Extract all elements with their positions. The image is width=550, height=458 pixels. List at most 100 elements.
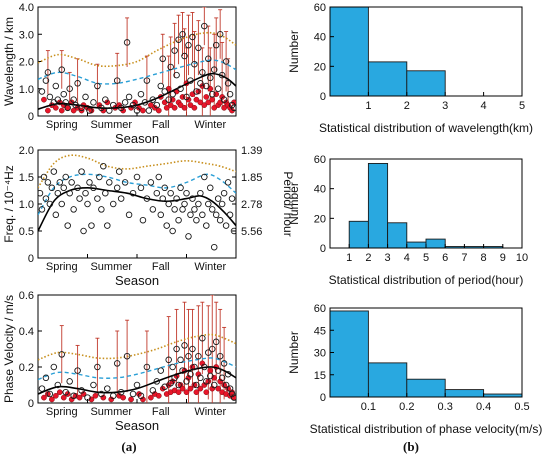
data-point — [74, 184, 81, 192]
data-point — [189, 33, 196, 41]
red-data-point — [155, 392, 162, 399]
data-point — [70, 206, 77, 213]
data-point — [183, 378, 190, 385]
data-point — [161, 383, 168, 391]
red-data-point — [52, 392, 59, 399]
data-point — [153, 378, 161, 385]
data-point — [167, 189, 174, 197]
data-point — [109, 200, 117, 208]
data-point — [125, 93, 133, 101]
red-data-point — [45, 107, 51, 114]
data-point — [177, 184, 184, 192]
data-point — [149, 206, 157, 213]
data-point — [66, 85, 73, 92]
data-point — [137, 392, 145, 400]
data-point — [169, 363, 176, 371]
data-point — [177, 85, 184, 92]
data-point — [66, 378, 73, 385]
data-point — [208, 90, 216, 98]
data-point — [46, 93, 54, 101]
data-point — [70, 96, 77, 103]
red-data-point — [58, 107, 65, 114]
data-point — [205, 349, 212, 356]
data-point — [149, 387, 157, 394]
data-point — [212, 41, 220, 49]
data-point — [66, 189, 73, 197]
red-data-point — [209, 96, 216, 103]
dashed-curve — [38, 59, 236, 85]
data-point — [74, 80, 81, 87]
data-point — [153, 101, 161, 109]
data-point — [106, 107, 113, 114]
data-point — [222, 222, 230, 229]
data-point — [147, 179, 155, 186]
data-point — [175, 216, 182, 224]
data-point — [187, 211, 194, 219]
data-point — [70, 392, 77, 400]
x-tick-label: 0.5 — [514, 401, 529, 413]
data-point — [139, 216, 147, 224]
x-tick-label: 2 — [404, 100, 410, 112]
data-point — [165, 356, 172, 364]
y-axis-label: Number — [287, 30, 301, 73]
data-point — [46, 200, 54, 208]
data-point — [42, 195, 50, 202]
data-point — [208, 206, 216, 213]
data-point — [159, 55, 166, 63]
histogram-bar — [425, 238, 446, 249]
data-point — [197, 189, 204, 197]
data-point — [143, 195, 151, 202]
data-point — [214, 85, 222, 92]
data-point — [173, 345, 180, 353]
data-point — [224, 370, 232, 378]
panel-label-a: (a) — [121, 439, 136, 454]
plot-frame — [329, 6, 523, 97]
red-data-point — [193, 389, 200, 396]
data-point — [80, 227, 87, 235]
red-data-point — [201, 102, 208, 108]
data-point — [54, 381, 62, 389]
histogram-wavelength: 0 20 40 60 1 2 3 4 5 Statistical distribution of … — [287, 2, 533, 135]
data-point — [207, 372, 214, 380]
histogram-bar — [444, 389, 485, 398]
black-curve — [38, 186, 236, 232]
season-label: Summer — [90, 261, 132, 273]
y-tick-label: 1.0 — [19, 199, 34, 211]
red-data-point — [207, 85, 214, 92]
data-point — [179, 206, 186, 213]
data-point — [104, 222, 111, 229]
data-point — [173, 71, 180, 79]
data-point — [191, 363, 198, 371]
data-point — [88, 222, 95, 229]
red-data-point — [187, 102, 194, 108]
histogram-bar — [406, 241, 427, 249]
histogram-bar — [367, 162, 389, 249]
x-tick-label: 3 — [385, 252, 391, 264]
data-point — [173, 195, 180, 202]
data-point — [52, 82, 60, 90]
data-point — [197, 80, 204, 87]
x-tick-label: 10 — [516, 252, 528, 264]
data-point — [181, 52, 188, 60]
data-point — [189, 345, 196, 353]
data-point — [214, 367, 222, 374]
y-tick-label: 0.6 — [19, 290, 34, 302]
histogram-bar — [406, 70, 446, 97]
y-tick-label: 30 — [314, 348, 326, 360]
x-tick-label: 5 — [423, 252, 429, 264]
y-tick-label: 1.5 — [19, 172, 34, 184]
chart-frequency-vs-season: 0 0.5 1.0 1.5 2.0 1.39 1.85 2.78 5.56 Period/ hou… — [2, 145, 295, 288]
right-tick-label: 1.85 — [241, 172, 262, 184]
data-point — [171, 374, 178, 382]
data-point — [125, 211, 133, 219]
data-point — [195, 200, 202, 208]
x-tick-label: 0.2 — [399, 401, 414, 413]
x-axis-label: Statistical distribution of phase veloci… — [310, 422, 543, 436]
dotted-curve — [38, 333, 236, 361]
y-tick-label: 0 — [28, 253, 34, 265]
y-tick-label: 0.2 — [19, 362, 34, 374]
data-point — [220, 96, 228, 103]
x-tick-label: 1 — [365, 100, 371, 112]
data-point — [179, 367, 186, 374]
right-tick-label: 2.78 — [241, 199, 262, 211]
